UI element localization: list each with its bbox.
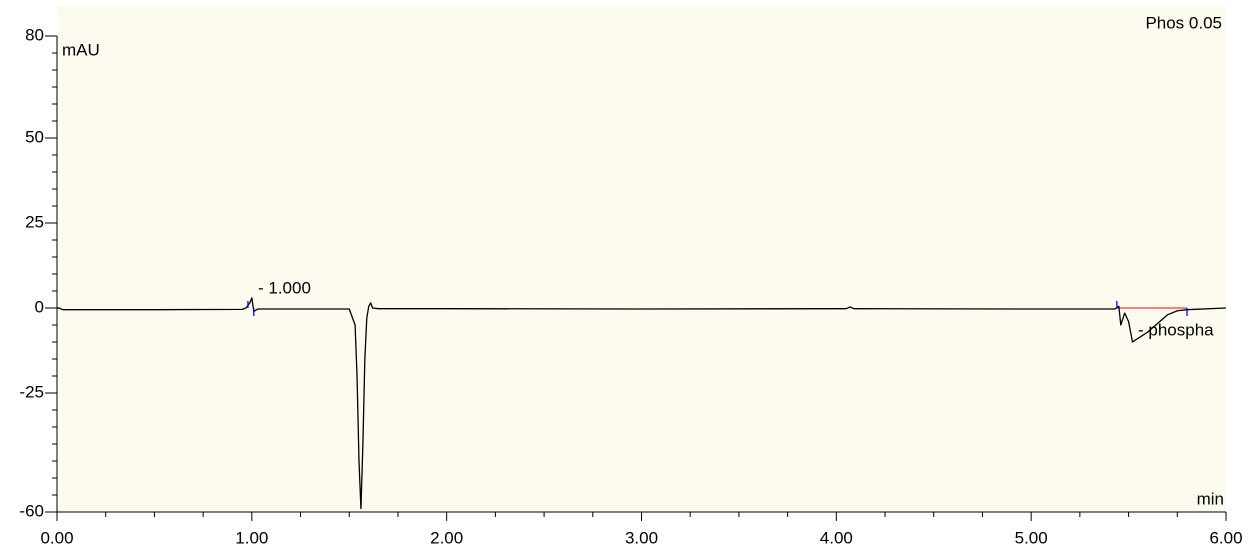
x-tick-label: 1.00	[235, 528, 268, 547]
chart-title: Phos 0.05	[1145, 13, 1222, 32]
y-tick-label: 25	[25, 212, 44, 231]
x-tick-label: 4.00	[820, 528, 853, 547]
x-tick-label: 6.00	[1209, 528, 1242, 547]
peak-annotation: - phospha	[1138, 320, 1214, 339]
y-tick-label: -25	[19, 382, 44, 401]
y-tick-label: -60	[19, 501, 44, 520]
x-tick-label: 5.00	[1015, 528, 1048, 547]
x-axis-label: min	[1197, 489, 1224, 508]
y-tick-label: 50	[25, 127, 44, 146]
x-tick-label: 0.00	[40, 528, 73, 547]
peak-annotation: - 1.000	[258, 278, 311, 297]
x-tick-label: 2.00	[430, 528, 463, 547]
y-axis-label: mAU	[62, 40, 100, 59]
y-tick-label: 80	[25, 25, 44, 44]
y-tick-label: 0	[35, 297, 44, 316]
signal-trace	[57, 297, 1227, 510]
x-tick-label: 3.00	[625, 528, 658, 547]
plot-background	[57, 6, 1226, 512]
